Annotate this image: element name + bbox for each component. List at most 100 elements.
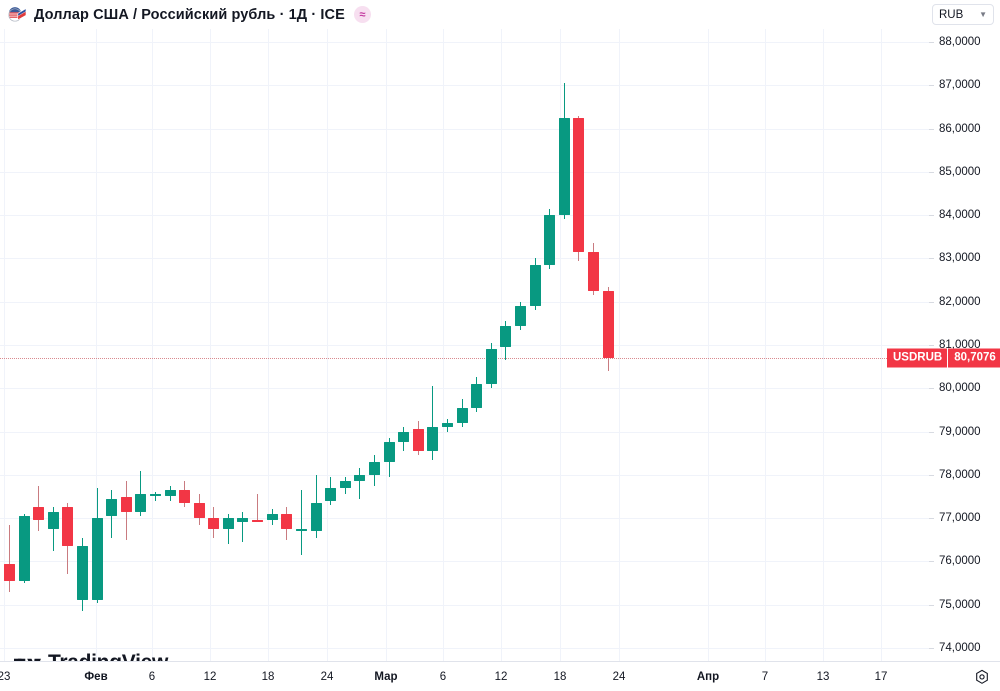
candle-wick bbox=[228, 513, 229, 545]
last-price-line bbox=[0, 357, 929, 359]
gridline-vertical bbox=[4, 29, 5, 661]
candle-wick bbox=[432, 386, 433, 460]
gridline-vertical bbox=[96, 29, 97, 661]
candle-body bbox=[33, 507, 44, 521]
approx-badge-icon: ≈ bbox=[353, 6, 371, 23]
candle-body bbox=[384, 442, 395, 462]
currency-selector-value: RUB bbox=[939, 8, 964, 21]
price-tick-label: 84,0000 bbox=[939, 209, 981, 222]
candle-body bbox=[398, 431, 409, 443]
price-tick-dash bbox=[929, 518, 934, 520]
time-tick-label: 13 bbox=[816, 671, 830, 683]
candle-body bbox=[48, 511, 59, 529]
gridline-horizontal bbox=[0, 388, 929, 390]
time-tick-label: 7 bbox=[761, 671, 769, 683]
gridline-horizontal bbox=[0, 215, 929, 217]
candle-body bbox=[281, 513, 292, 529]
gridline-horizontal bbox=[0, 41, 929, 43]
candle-wick bbox=[53, 507, 54, 551]
candle-body bbox=[179, 490, 190, 503]
price-scale[interactable]: 88,0000 87,0000 86,0000 85,0000 84,0000 83,00… bbox=[887, 29, 1000, 661]
price-tick-label: 82,0000 bbox=[939, 295, 981, 308]
candle-body bbox=[106, 498, 117, 516]
candle-body bbox=[62, 507, 73, 547]
gridline-vertical bbox=[152, 29, 153, 661]
candle-body bbox=[208, 518, 219, 529]
gridline-vertical bbox=[386, 29, 387, 661]
price-tick-label: 85,0000 bbox=[939, 165, 981, 178]
price-tick-label: 81,0000 bbox=[939, 339, 981, 351]
time-scale[interactable]: 23 Фев 6 12 18 24 Мар 6 12 18 24 Апр 7 13 17 bbox=[0, 661, 1000, 691]
gridline-vertical bbox=[560, 29, 561, 661]
candle-body bbox=[442, 422, 453, 428]
tradingview-watermark-logo: TradingView bbox=[14, 651, 168, 661]
gridline-vertical bbox=[881, 29, 882, 661]
gridline-horizontal bbox=[0, 301, 929, 303]
price-tick-label: 74,0000 bbox=[939, 642, 981, 654]
candle-wick bbox=[9, 524, 10, 592]
candle-body bbox=[4, 563, 15, 581]
gridline-vertical bbox=[765, 29, 766, 661]
time-tick-label: 6 bbox=[439, 671, 447, 683]
gridline-vertical bbox=[210, 29, 211, 661]
last-price-badge-symbol: USDRUB bbox=[887, 348, 949, 368]
gridline-horizontal bbox=[0, 561, 929, 563]
gridline-vertical bbox=[708, 29, 709, 661]
time-tick-label: 12 bbox=[203, 671, 217, 683]
gridline-vertical bbox=[443, 29, 444, 661]
candle-wick bbox=[257, 494, 258, 523]
settings-hex-icon[interactable] bbox=[974, 669, 990, 685]
candle-body bbox=[530, 264, 541, 307]
gridline-vertical bbox=[268, 29, 269, 661]
candle-body bbox=[413, 429, 424, 452]
candle-body bbox=[165, 490, 176, 497]
candle-body bbox=[19, 515, 30, 581]
gridline-horizontal bbox=[0, 171, 929, 173]
price-tick-dash bbox=[929, 431, 934, 433]
usd-rub-flag-pair-icon bbox=[8, 7, 27, 22]
candle-body bbox=[311, 503, 322, 532]
gridline-horizontal bbox=[0, 431, 929, 433]
currency-selector[interactable]: RUB ▼ bbox=[932, 4, 994, 25]
price-tick-label: 80,0000 bbox=[939, 382, 981, 395]
candle-body bbox=[237, 518, 248, 523]
gridline-horizontal bbox=[0, 258, 929, 260]
chart-plot-area[interactable]: TradingView bbox=[0, 29, 929, 661]
time-tick-label: 6 bbox=[148, 671, 156, 683]
time-tick-label: 24 bbox=[612, 671, 626, 683]
price-tick-dash bbox=[929, 85, 934, 87]
candle-body bbox=[457, 407, 468, 423]
candle-body bbox=[603, 290, 614, 358]
tradingview-mark-icon bbox=[14, 658, 41, 661]
candle-body bbox=[135, 494, 146, 512]
gridline-horizontal bbox=[0, 604, 929, 606]
candle-body bbox=[194, 503, 205, 519]
candle-wick bbox=[242, 511, 243, 542]
chevron-down-icon: ▼ bbox=[979, 9, 987, 19]
price-tick-label: 79,0000 bbox=[939, 425, 981, 438]
price-tick-dash bbox=[929, 258, 934, 260]
candle-body bbox=[325, 487, 336, 501]
gridline-horizontal bbox=[0, 345, 929, 346]
candle-wick bbox=[140, 470, 141, 516]
candle-body bbox=[573, 117, 584, 252]
symbol-title[interactable]: Доллар США / Российский рубль · 1Д · ICE bbox=[34, 6, 345, 23]
price-tick-dash bbox=[929, 561, 934, 563]
last-price-badge: USDRUB 80,7076 bbox=[887, 348, 1000, 368]
time-tick-label: 24 bbox=[320, 671, 334, 683]
candle-body bbox=[500, 325, 511, 348]
price-tick-label: 75,0000 bbox=[939, 598, 981, 611]
candle-body bbox=[354, 474, 365, 482]
candle-body bbox=[559, 117, 570, 216]
price-tick-label: 77,0000 bbox=[939, 512, 981, 525]
time-tick-label: 23 bbox=[0, 671, 11, 683]
price-tick-dash bbox=[929, 474, 934, 476]
price-tick-dash bbox=[929, 604, 934, 606]
candle-body bbox=[369, 461, 380, 475]
price-tick-label: 87,0000 bbox=[939, 79, 981, 92]
time-tick-label: Мар bbox=[374, 671, 398, 683]
candle-body bbox=[296, 528, 307, 532]
time-tick-label: Апр bbox=[696, 671, 720, 683]
price-tick-dash bbox=[929, 345, 934, 346]
